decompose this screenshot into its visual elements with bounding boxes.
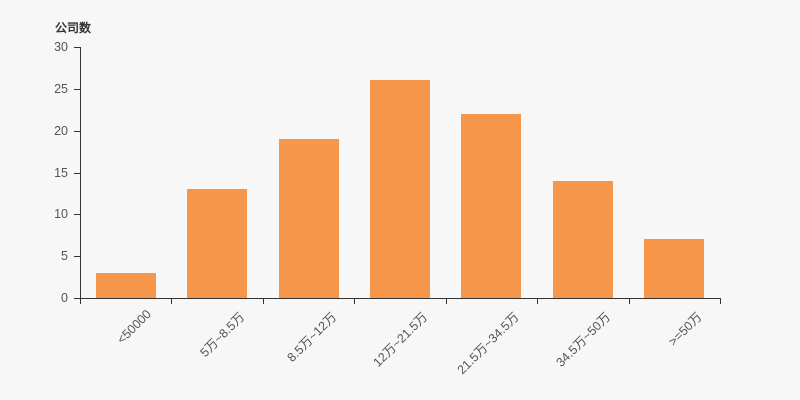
bar[interactable]	[644, 239, 704, 298]
y-tick-label: 30	[54, 40, 68, 54]
bar[interactable]	[461, 114, 521, 298]
y-tick-label: 5	[61, 249, 68, 264]
x-tick-mark	[263, 298, 264, 304]
y-tick-mark	[74, 47, 80, 48]
y-tick-mark	[74, 214, 80, 216]
x-tick-mark	[446, 298, 447, 304]
y-tick-label: 20	[54, 123, 68, 138]
y-tick-label: 10	[54, 207, 68, 222]
x-tick-mark	[720, 298, 721, 304]
y-tick-label: 25	[54, 81, 68, 96]
x-tick-mark	[80, 298, 81, 304]
y-tick-mark	[74, 298, 80, 299]
x-tick-mark	[354, 298, 355, 304]
y-tick-mark	[74, 172, 80, 174]
y-axis-title: 公司数	[55, 21, 92, 35]
bar[interactable]	[96, 273, 156, 298]
y-tick-label: 15	[54, 165, 68, 180]
x-tick-mark	[171, 298, 172, 304]
y-tick-label: 0	[61, 291, 68, 305]
bar[interactable]	[553, 181, 613, 298]
bar[interactable]	[187, 189, 247, 298]
bar[interactable]	[370, 80, 430, 298]
y-axis-line	[80, 47, 81, 299]
y-tick-mark	[74, 130, 80, 132]
bar[interactable]	[279, 139, 339, 298]
x-tick-mark	[629, 298, 630, 304]
x-axis-line	[80, 298, 720, 299]
y-tick-mark	[74, 88, 80, 90]
y-tick-mark	[74, 256, 80, 258]
x-tick-mark	[537, 298, 538, 304]
